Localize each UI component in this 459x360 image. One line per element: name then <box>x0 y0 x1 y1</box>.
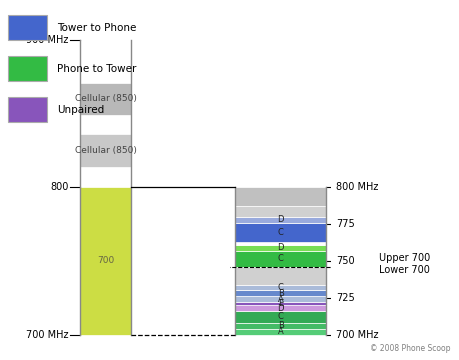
Text: B: B <box>277 321 283 330</box>
Bar <box>8 98 46 122</box>
Text: C: C <box>277 254 283 263</box>
Text: A: A <box>277 295 283 304</box>
Bar <box>235 206 325 217</box>
Bar <box>235 296 325 302</box>
Bar <box>235 245 325 251</box>
Bar <box>235 311 325 323</box>
Bar <box>235 291 325 296</box>
Bar <box>235 284 325 291</box>
Bar <box>8 15 46 40</box>
Text: 775: 775 <box>336 219 354 229</box>
Bar <box>235 242 325 245</box>
Text: C: C <box>277 283 283 292</box>
Bar <box>235 187 325 206</box>
Bar <box>235 323 325 329</box>
Text: Lower 700: Lower 700 <box>378 265 429 275</box>
Bar <box>235 217 325 222</box>
Bar <box>235 329 325 335</box>
Text: Cellular (850): Cellular (850) <box>75 94 136 103</box>
Bar <box>80 83 131 115</box>
Bar <box>235 251 325 267</box>
Text: D: D <box>277 243 283 252</box>
Text: 900 MHz: 900 MHz <box>26 35 68 45</box>
Bar <box>80 134 131 167</box>
Text: D: D <box>277 215 283 224</box>
Text: © 2008 Phone Scoop: © 2008 Phone Scoop <box>369 344 450 353</box>
Text: 750: 750 <box>336 256 354 266</box>
Text: Unpaired: Unpaired <box>57 105 104 115</box>
Text: C: C <box>277 228 283 237</box>
Text: C: C <box>277 312 283 321</box>
Text: A: A <box>277 327 283 336</box>
Text: 700 MHz: 700 MHz <box>26 330 68 339</box>
Text: Cellular (850): Cellular (850) <box>75 146 136 155</box>
Text: D: D <box>277 303 283 312</box>
Bar <box>235 222 325 242</box>
Bar <box>80 187 131 335</box>
Text: 700: 700 <box>97 256 114 265</box>
Text: Tower to Phone: Tower to Phone <box>57 23 136 33</box>
Bar <box>235 302 325 305</box>
Text: 800 MHz: 800 MHz <box>336 182 378 192</box>
Text: 700 MHz: 700 MHz <box>336 330 378 339</box>
Text: B: B <box>277 289 283 298</box>
Bar <box>235 267 325 284</box>
Text: 725: 725 <box>336 293 354 303</box>
Bar <box>235 305 325 311</box>
Bar <box>8 57 46 81</box>
Text: Phone to Tower: Phone to Tower <box>57 64 136 74</box>
Text: E: E <box>277 299 283 308</box>
Text: 800: 800 <box>50 182 68 192</box>
Text: Upper 700: Upper 700 <box>378 253 429 263</box>
